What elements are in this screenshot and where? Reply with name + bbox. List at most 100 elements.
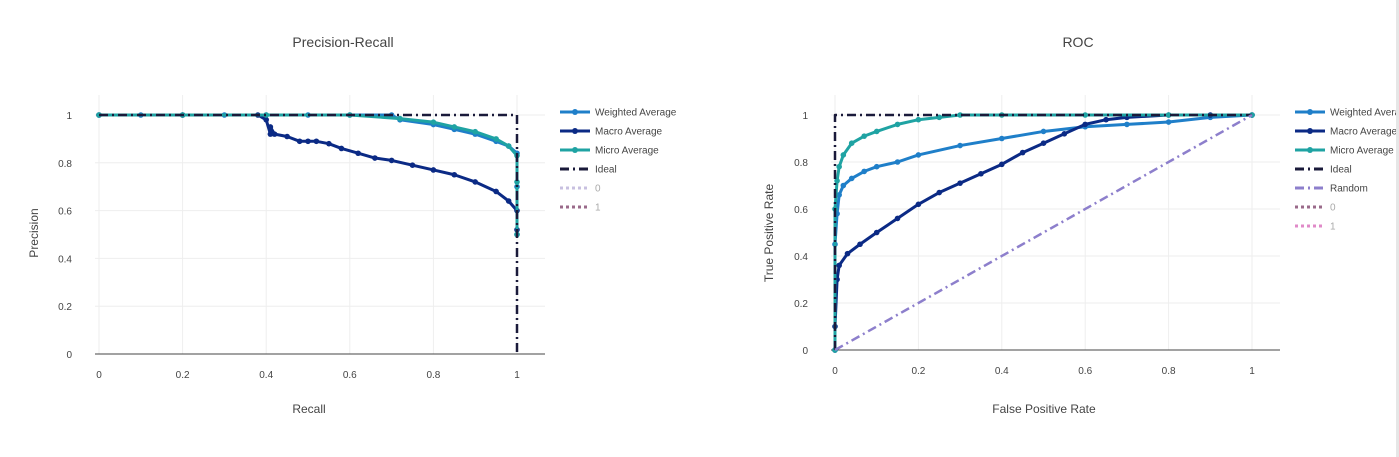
series-weighted-average xyxy=(832,112,1255,353)
data-point xyxy=(873,163,880,170)
data-point xyxy=(296,138,303,145)
series-micro-average xyxy=(832,112,1255,353)
data-point xyxy=(873,128,880,135)
x-tick-label: 1 xyxy=(1249,366,1255,377)
legend[interactable]: Weighted Average Macro Average Micro Avera… xyxy=(1295,108,1399,233)
legend-marker xyxy=(1307,128,1313,134)
y-tick-label: 1 xyxy=(66,111,72,122)
data-point xyxy=(355,150,361,157)
y-tick-label: 0.8 xyxy=(794,158,808,169)
y-tick-label: 0.8 xyxy=(58,159,72,170)
data-point xyxy=(861,133,867,139)
legend-label: Random xyxy=(1330,184,1368,195)
precision-recall-chart: Precision-Recall Recall Precision 0 0.2 0.… xyxy=(27,34,677,416)
data-point xyxy=(430,167,437,173)
data-point xyxy=(372,155,378,161)
y-tick-label: 0 xyxy=(66,350,72,361)
legend-item[interactable]: Random xyxy=(1295,184,1368,195)
data-point xyxy=(493,136,499,142)
scrollbar-edge[interactable] xyxy=(1396,0,1399,457)
data-point xyxy=(957,112,963,118)
x-axis-label: False Positive Rate xyxy=(992,402,1096,416)
data-point xyxy=(957,142,963,149)
y-tick-label: 0.4 xyxy=(794,252,808,263)
data-point xyxy=(305,138,311,145)
data-point xyxy=(936,189,943,196)
x-tick-label: 0.8 xyxy=(1162,366,1176,377)
data-point xyxy=(1165,119,1172,125)
x-tick-label: 0.4 xyxy=(259,370,273,381)
legend-label: Micro Average xyxy=(1330,146,1394,157)
data-point xyxy=(1124,121,1130,128)
data-point xyxy=(409,162,416,168)
legend[interactable]: Weighted Average Macro Average Micro Avera… xyxy=(560,108,677,214)
data-point xyxy=(1019,149,1026,156)
data-point xyxy=(999,135,1005,142)
legend-item[interactable]: Weighted Average xyxy=(1295,108,1399,119)
data-point xyxy=(388,157,395,164)
legend-label: 1 xyxy=(595,203,601,214)
data-point xyxy=(894,159,901,165)
data-point xyxy=(840,182,847,189)
legend-marker xyxy=(1307,147,1313,153)
data-point xyxy=(284,133,290,140)
series-ideal xyxy=(833,113,1252,350)
data-point xyxy=(848,175,855,182)
data-point xyxy=(326,140,332,147)
legend-item[interactable]: Macro Average xyxy=(1295,127,1398,138)
data-point xyxy=(451,124,458,130)
series-line xyxy=(833,113,1253,350)
data-point xyxy=(1082,112,1088,118)
legend-marker xyxy=(572,147,578,153)
legend-item[interactable]: 1 xyxy=(560,203,601,214)
y-axis-label: Precision xyxy=(27,208,41,257)
x-tick-label: 0.2 xyxy=(911,366,925,377)
x-tick-label: 1 xyxy=(514,370,520,381)
data-point xyxy=(505,143,512,149)
data-point xyxy=(957,180,963,186)
data-point xyxy=(840,152,847,158)
data-point xyxy=(873,229,880,236)
data-point xyxy=(857,241,863,248)
data-point xyxy=(267,131,274,137)
data-point xyxy=(1103,116,1109,123)
legend-item[interactable]: 0 xyxy=(560,184,601,195)
y-tick-label: 0.2 xyxy=(58,302,72,313)
data-point xyxy=(836,192,842,198)
legend-label: 1 xyxy=(1330,222,1336,233)
legend-item[interactable]: 0 xyxy=(1295,203,1336,214)
legend-marker xyxy=(1307,109,1313,115)
data-point xyxy=(430,119,437,125)
data-point xyxy=(1040,128,1047,135)
data-point xyxy=(267,124,274,130)
x-tick-label: 0.8 xyxy=(426,370,440,381)
legend-item[interactable]: Micro Average xyxy=(560,146,659,157)
x-tick-label: 0.4 xyxy=(995,366,1009,377)
x-axis-label: Recall xyxy=(292,402,325,416)
data-point xyxy=(999,161,1005,168)
legend-item[interactable]: 1 xyxy=(1295,222,1336,233)
legend-item[interactable]: Weighted Average xyxy=(560,108,677,119)
series-ideal xyxy=(99,113,519,354)
data-point xyxy=(1061,131,1068,137)
y-tick-label: 0.6 xyxy=(794,205,808,216)
series-line xyxy=(833,113,1252,350)
series-random xyxy=(834,113,1253,352)
data-point xyxy=(915,201,922,208)
roc-chart: ROC False Positive Rate True Positive Ra… xyxy=(762,34,1399,416)
legend-label: Macro Average xyxy=(1330,127,1398,138)
data-point xyxy=(894,121,901,128)
data-point xyxy=(836,262,842,269)
data-point xyxy=(338,145,345,152)
legend-label: 0 xyxy=(595,184,601,195)
legend-item[interactable]: Ideal xyxy=(1295,165,1352,176)
legend-item[interactable]: Micro Average xyxy=(1295,146,1394,157)
legend-item[interactable]: Ideal xyxy=(560,165,617,176)
x-tick-label: 0.2 xyxy=(176,370,190,381)
chart-title: Precision-Recall xyxy=(292,34,393,50)
legend-label: Macro Average xyxy=(595,127,663,138)
data-point xyxy=(505,198,512,204)
legend-label: Ideal xyxy=(1330,165,1352,176)
legend-item[interactable]: Macro Average xyxy=(560,127,663,138)
